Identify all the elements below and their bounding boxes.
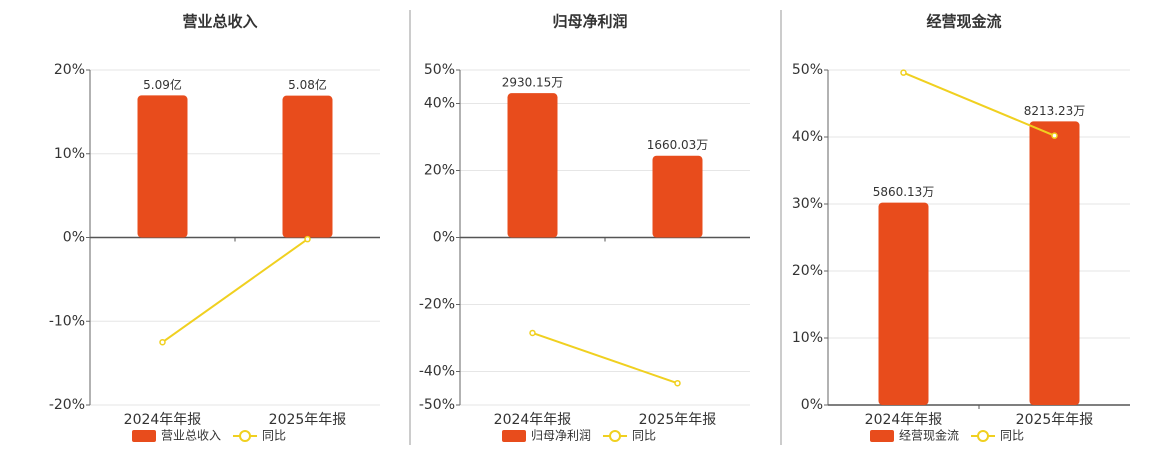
point — [900, 69, 907, 76]
legend-label: 营业总收入 — [161, 429, 221, 443]
legend-swatch — [609, 430, 622, 442]
y-tick-label: -20% — [419, 297, 455, 313]
y-tick-label: 0% — [433, 230, 455, 246]
value-label: 8213.23万 — [1024, 104, 1086, 118]
y-tick-label: 10% — [54, 146, 85, 162]
legend-label: 同比 — [632, 429, 656, 443]
x-tick-label: 2024年年报 — [494, 412, 572, 428]
y-tick-label: -40% — [419, 364, 455, 380]
bar — [1029, 121, 1080, 405]
line — [161, 238, 309, 344]
line — [903, 71, 1055, 137]
chart-title: 营业总收入 — [182, 13, 257, 31]
legend-label: 归母净利润 — [531, 429, 591, 443]
chart-title: 经营现金流 — [926, 13, 1001, 31]
value-label: 5.09亿 — [143, 77, 182, 92]
x-tick-label: 2024年年报 — [124, 412, 202, 428]
y-tick-label: -50% — [419, 397, 455, 413]
y-tick-label: 50% — [792, 62, 823, 78]
bar — [878, 202, 929, 405]
x-tick-label: 2025年年报 — [269, 412, 347, 428]
y-tick-label: 40% — [792, 129, 823, 145]
value-label: 1660.03万 — [647, 138, 709, 152]
y-tick-label: -20% — [49, 397, 85, 413]
chart-title: 归母净利润 — [552, 13, 627, 31]
y-tick-label: 40% — [424, 96, 455, 112]
bar — [652, 155, 703, 238]
legend-swatch — [870, 430, 894, 442]
y-tick-label: 20% — [792, 263, 823, 279]
y-tick-label: 30% — [792, 196, 823, 212]
y-tick-label: 0% — [801, 397, 823, 413]
y-tick-label: 10% — [792, 330, 823, 346]
bar — [282, 95, 333, 238]
y-tick-label: 20% — [424, 163, 455, 179]
value-label: 2930.15万 — [502, 76, 564, 90]
legend-swatch — [132, 430, 156, 442]
point — [1051, 132, 1058, 139]
y-tick-label: -10% — [49, 313, 85, 329]
legend-swatch — [502, 430, 526, 442]
point — [159, 338, 166, 346]
x-tick-label: 2025年年报 — [639, 412, 717, 428]
value-label: 5860.13万 — [873, 185, 935, 199]
bar — [507, 93, 558, 238]
legend-label: 经营现金流 — [899, 428, 959, 443]
x-tick-label: 2024年年报 — [865, 412, 943, 428]
y-tick-label: 0% — [63, 230, 85, 246]
point — [674, 379, 681, 387]
x-tick-label: 2025年年报 — [1016, 412, 1094, 428]
legend-swatch — [977, 430, 990, 442]
y-tick-label: 20% — [54, 62, 85, 78]
bar — [137, 95, 188, 238]
y-tick-label: 50% — [424, 62, 455, 78]
legend-swatch — [239, 430, 252, 442]
legend-label: 同比 — [262, 429, 286, 443]
value-label: 5.08亿 — [288, 77, 327, 92]
line — [532, 332, 678, 385]
point — [529, 329, 536, 337]
legend-label: 同比 — [1000, 429, 1024, 443]
point — [304, 235, 311, 243]
